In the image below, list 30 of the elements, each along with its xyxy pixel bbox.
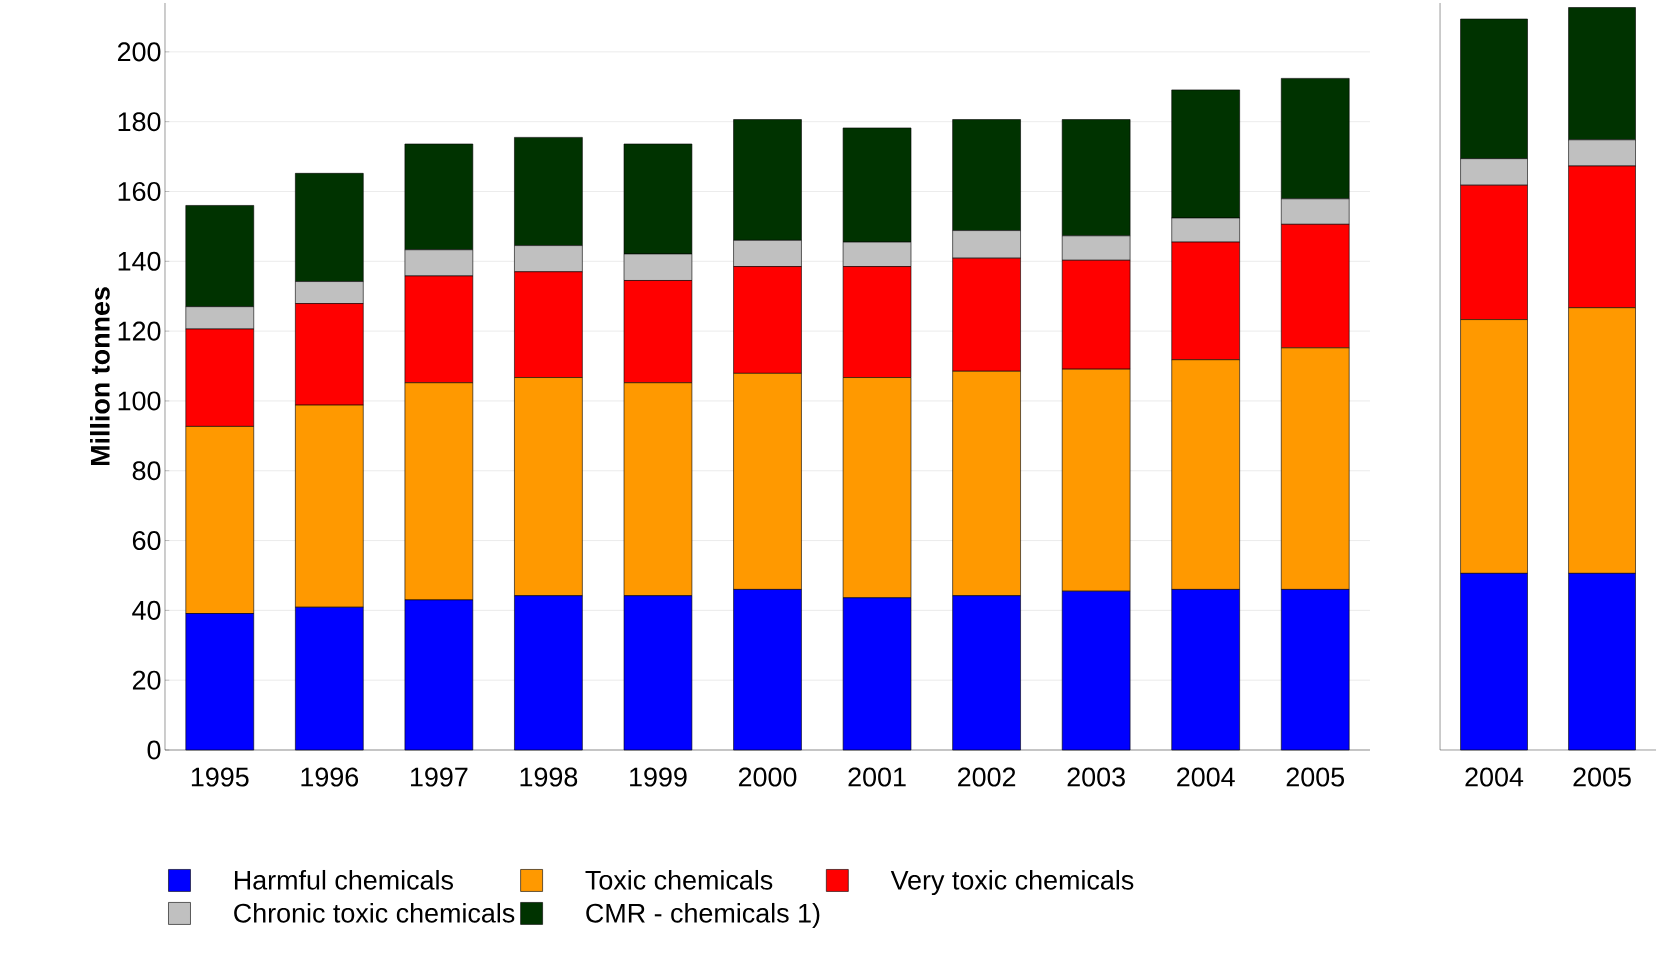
legend-label: CMR - chemicals 1) (586, 902, 820, 929)
x-tick-label: 2004 (1177, 767, 1235, 787)
legend-label: Chronic toxic chemicals (234, 902, 515, 923)
y-tick-label: 160 (118, 181, 161, 202)
x-tick-label: 2005 (1286, 767, 1345, 787)
x-tick-label: 2003 (1067, 767, 1125, 787)
x-tick-label: 2004 (1465, 767, 1524, 787)
x-tick-label: 1999 (630, 767, 687, 787)
x-tick-label: 2000 (738, 767, 797, 787)
y-axis-title: Million tonnes (90, 287, 110, 466)
x-tick-label: 1998 (520, 767, 578, 787)
x-tick-label: 2005 (1573, 767, 1631, 787)
x-tick-label: 1996 (301, 767, 359, 787)
x-tick-label: 1995 (191, 767, 249, 787)
y-tick-label: 140 (118, 251, 161, 271)
x-tick-label: 2002 (958, 767, 1016, 787)
x-tick-label: 2001 (848, 767, 906, 787)
y-tick-label: 180 (118, 112, 161, 132)
y-tick-label: 20 (132, 670, 161, 690)
legend-label: Very toxic chemicals (890, 869, 1134, 896)
y-tick-label: 200 (117, 42, 161, 62)
y-tick-label: 120 (118, 321, 161, 341)
y-tick-label: 0 (147, 740, 161, 760)
y-tick-label: 100 (118, 391, 161, 411)
y-tick-label: 80 (132, 461, 161, 481)
y-tick-label: 40 (132, 600, 161, 620)
legend-label: Toxic chemicals (585, 869, 773, 890)
x-tick-label: 1997 (410, 767, 468, 787)
y-tick-label: 60 (132, 531, 161, 551)
legend-label: Harmful chemicals (234, 869, 453, 890)
